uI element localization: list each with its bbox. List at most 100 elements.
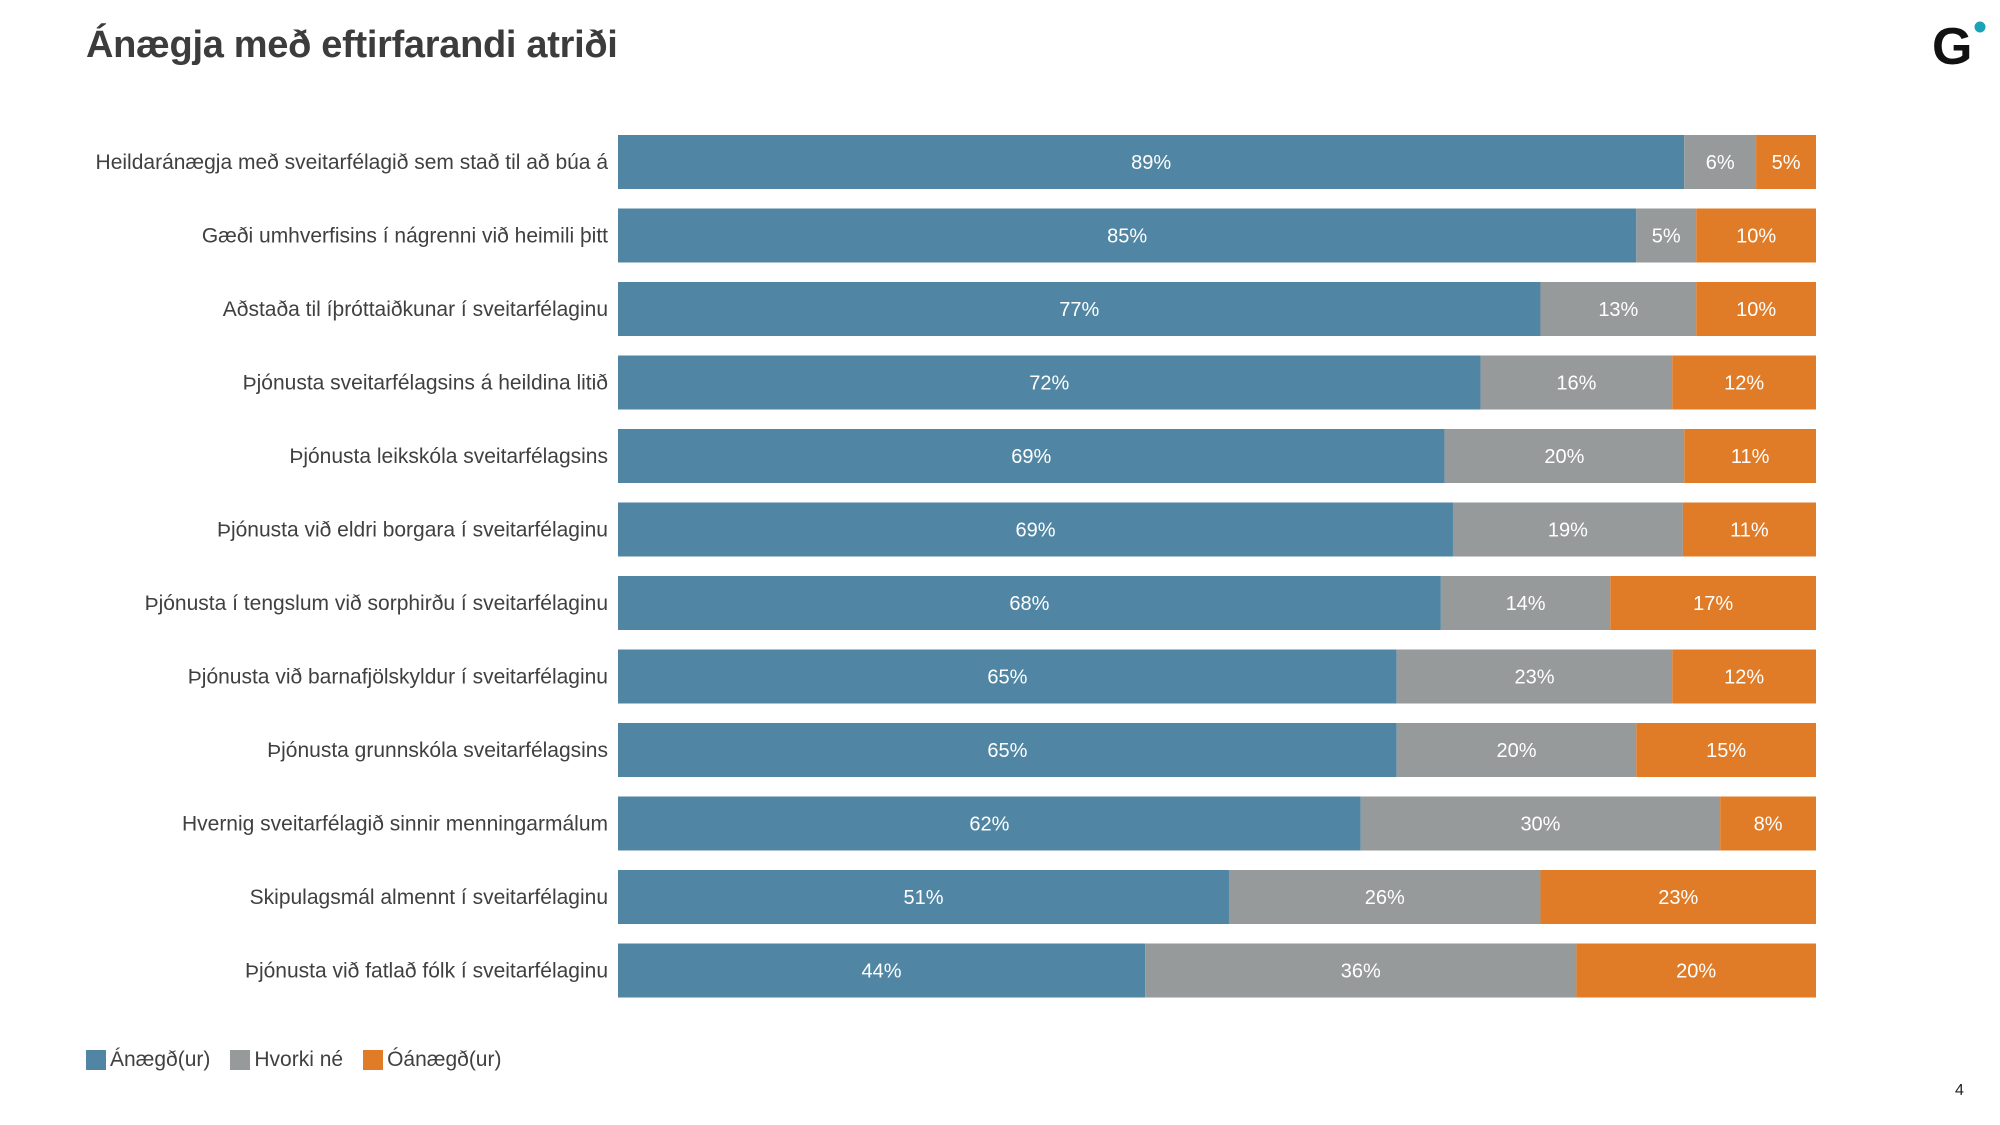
legend-item: Óánægð(ur)	[363, 1048, 501, 1072]
bar-row: Gæði umhverfisins í nágrenni við heimili…	[202, 208, 1816, 263]
bar-segment	[618, 796, 1361, 851]
bar-row: Heildaránægja með sveitarfélagið sem sta…	[96, 135, 1816, 189]
bar-segment	[1720, 796, 1816, 851]
bar-segment	[1636, 208, 1697, 263]
bar-segment	[618, 208, 1637, 263]
bar-row: Skipulagsmál almennt í sveitarfélaginu 51…	[250, 870, 1816, 924]
data-label: 85%	[1107, 226, 1147, 248]
data-label: 6%	[1706, 152, 1735, 174]
bar-segment	[1452, 502, 1683, 557]
bar-segment	[1396, 723, 1637, 777]
category-label: Skipulagsmál almennt í sveitarfélaginu	[250, 886, 608, 909]
bar-segment	[618, 870, 1229, 924]
category-label: Þjónusta við barnafjölskyldur í sveitarf…	[188, 666, 608, 689]
data-label: 72%	[1029, 373, 1069, 395]
bar-segment	[1672, 355, 1816, 410]
bar-segment	[1540, 870, 1816, 924]
bar-segment	[618, 502, 1453, 557]
data-label: 20%	[1676, 961, 1716, 983]
bar-segment	[618, 943, 1146, 998]
bar-segment	[618, 649, 1397, 704]
bar-segment	[1145, 943, 1577, 998]
data-label: 20%	[1496, 740, 1536, 762]
data-label: 5%	[1772, 152, 1801, 174]
data-label: 65%	[987, 740, 1027, 762]
legend-label: Ánægð(ur)	[110, 1048, 211, 1071]
bar-segment	[1696, 282, 1816, 336]
bar-segment	[618, 723, 1397, 777]
bar-segment	[618, 282, 1541, 336]
bar-segment	[1480, 355, 1673, 410]
category-label: Þjónusta leikskóla sveitarfélagsins	[289, 445, 608, 468]
category-label: Þjónusta við fatlað fólk í sveitarfélagi…	[245, 960, 608, 983]
legend-swatch	[86, 1050, 106, 1070]
data-label: 89%	[1131, 152, 1171, 174]
data-label: 20%	[1544, 446, 1584, 468]
data-label: 12%	[1724, 667, 1764, 689]
category-label: Gæði umhverfisins í nágrenni við heimili…	[202, 225, 608, 248]
data-label: 5%	[1652, 226, 1681, 248]
chart-legend: Ánægð(ur) Hvorki né Óánægð(ur)	[86, 1048, 521, 1072]
legend-label: Óánægð(ur)	[387, 1048, 502, 1071]
data-label: 26%	[1365, 887, 1405, 909]
bar-segment	[618, 355, 1481, 410]
data-label: 65%	[987, 667, 1027, 689]
legend-label: Hvorki né	[254, 1048, 344, 1071]
bar-segment	[1756, 135, 1816, 189]
data-label: 51%	[903, 887, 943, 909]
bar-segment	[1636, 723, 1816, 777]
bar-row: Þjónusta við eldri borgara í sveitarféla…	[217, 502, 1816, 557]
bar-segment	[1684, 135, 1757, 189]
bar-segment	[1682, 502, 1816, 557]
bar-segment	[1360, 796, 1721, 851]
bar-segment	[1228, 870, 1541, 924]
legend-item: Hvorki né	[230, 1048, 343, 1072]
bar-segment	[1672, 649, 1816, 704]
bar-segment	[1684, 429, 1816, 483]
logo-dot	[1974, 21, 1986, 33]
data-label: 23%	[1658, 887, 1698, 909]
stacked-bar-chart: Heildaránægja með sveitarfélagið sem sta…	[96, 135, 1816, 998]
data-label: 69%	[1011, 446, 1051, 468]
bar-row: Þjónusta við barnafjölskyldur í sveitarf…	[188, 649, 1816, 704]
bar-segment	[1576, 943, 1816, 998]
legend-item: Ánægð(ur)	[86, 1048, 210, 1072]
data-label: 10%	[1736, 299, 1776, 321]
bar-segment	[618, 576, 1441, 630]
bar-row: Þjónusta í tengslum við sorphirðu í svei…	[145, 576, 1816, 630]
bar-segment	[1396, 649, 1673, 704]
legend-swatch	[230, 1050, 251, 1070]
bar-segment	[1540, 282, 1697, 336]
data-label: 12%	[1724, 373, 1764, 395]
bar-row: Þjónusta leikskóla sveitarfélagsins 69% 20…	[289, 429, 1816, 483]
page-number: 4	[1955, 1082, 1964, 1099]
data-label: 15%	[1706, 740, 1746, 762]
bar-segment	[1444, 429, 1685, 483]
data-label: 11%	[1731, 446, 1770, 468]
category-label: Heildaránægja með sveitarfélagið sem sta…	[96, 151, 609, 174]
data-label: 8%	[1754, 814, 1783, 836]
data-label: 68%	[1009, 593, 1049, 615]
data-label: 11%	[1730, 520, 1769, 542]
data-label: 23%	[1514, 667, 1554, 689]
data-label: 19%	[1548, 520, 1588, 542]
bar-row: Þjónusta sveitarfélagsins á heildina lit…	[243, 355, 1816, 410]
data-label: 10%	[1736, 226, 1776, 248]
category-label: Þjónusta í tengslum við sorphirðu í svei…	[145, 592, 608, 615]
bar-row: Aðstaða til íþróttaiðkunar í sveitarféla…	[223, 282, 1816, 336]
data-label: 16%	[1556, 373, 1596, 395]
bar-row: Þjónusta við fatlað fólk í sveitarfélagi…	[245, 943, 1816, 998]
page-title: Ánægja með eftirfarandi atriði	[86, 24, 618, 66]
data-label: 30%	[1520, 814, 1560, 836]
legend-swatch	[363, 1050, 384, 1070]
category-label: Þjónusta grunnskóla sveitarfélagsins	[267, 739, 608, 762]
category-label: Þjónusta sveitarfélagsins á heildina lit…	[243, 372, 608, 395]
bar-row: Þjónusta grunnskóla sveitarfélagsins 65% 2…	[267, 723, 1816, 777]
bar-segment	[618, 429, 1445, 483]
data-label: 69%	[1015, 520, 1055, 542]
data-label: 17%	[1693, 593, 1733, 615]
gallup-logo-icon: G	[1932, 18, 1986, 74]
data-label: 62%	[969, 814, 1009, 836]
data-label: 36%	[1341, 961, 1381, 983]
category-label: Hvernig sveitarfélagið sinnir menningarm…	[182, 813, 608, 836]
